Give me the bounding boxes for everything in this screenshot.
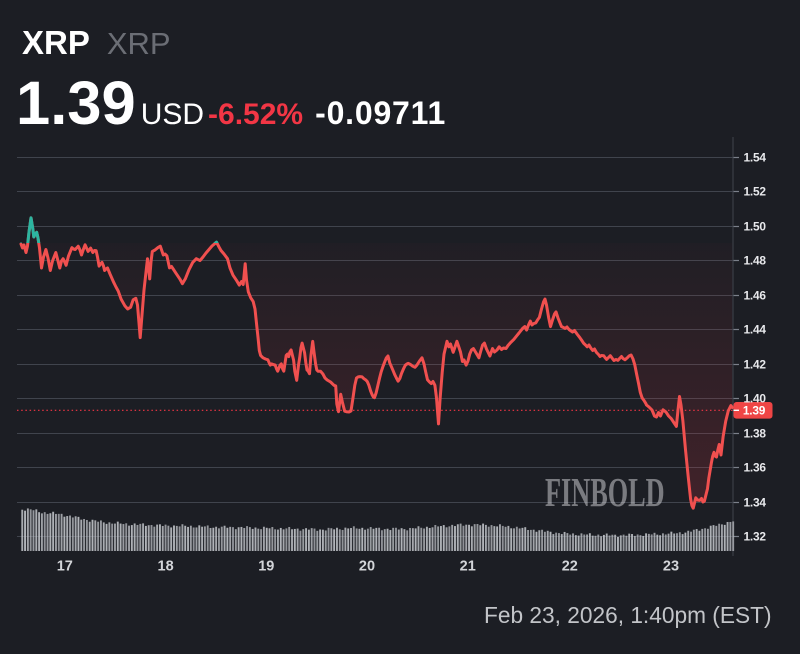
svg-text:1.44: 1.44 [744,323,767,337]
svg-text:17: 17 [57,559,73,575]
svg-text:1.54: 1.54 [744,151,767,165]
svg-text:1.52: 1.52 [744,185,767,199]
svg-text:21: 21 [460,559,476,575]
svg-text:1.48: 1.48 [744,254,767,268]
svg-text:1.50: 1.50 [744,220,767,234]
svg-text:18: 18 [158,559,174,575]
svg-text:1.38: 1.38 [744,427,767,441]
svg-text:1.34: 1.34 [744,496,767,510]
svg-text:1.36: 1.36 [744,461,767,475]
svg-text:1.42: 1.42 [744,358,767,372]
svg-text:1.32: 1.32 [744,530,767,544]
svg-text:19: 19 [258,559,274,575]
svg-text:1.39: 1.39 [743,404,766,418]
svg-text:23: 23 [663,559,679,575]
svg-text:20: 20 [359,559,375,575]
svg-text:22: 22 [562,559,578,575]
svg-text:1.46: 1.46 [744,289,767,303]
svg-text:1.40: 1.40 [744,392,767,406]
